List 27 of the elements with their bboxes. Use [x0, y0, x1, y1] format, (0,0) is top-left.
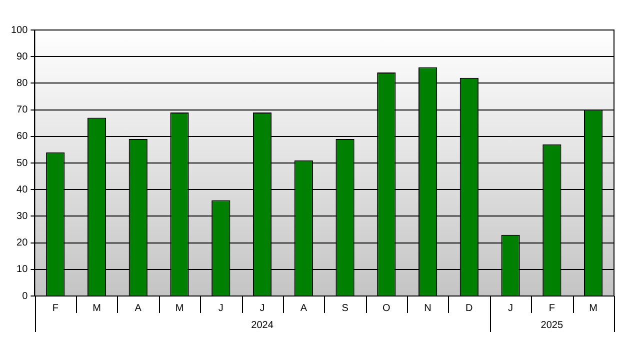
x-tick-label: O: [382, 302, 391, 314]
y-tick-label: 70: [16, 104, 28, 116]
y-tick-label: 30: [16, 210, 28, 222]
y-tick-label: 60: [16, 131, 28, 142]
x-tick-label: S: [342, 302, 349, 314]
y-tick-label: 50: [16, 158, 28, 169]
x-tick-label: M: [589, 302, 598, 314]
y-tick-label: 20: [16, 238, 28, 249]
y-tick-label: 40: [16, 184, 28, 196]
text: 2025: [540, 320, 564, 331]
y-tick-label: 80: [16, 78, 28, 89]
y-tick-label: 100: [10, 24, 28, 36]
x-tick-label: J: [260, 302, 265, 314]
x-tick-label: A: [134, 302, 142, 314]
x-tick-label: N: [424, 302, 432, 314]
y-tick-label: 0: [22, 290, 28, 302]
x-tick-label: J: [508, 302, 514, 314]
y-tick-label: 90: [16, 51, 28, 62]
x-tick-label: A: [300, 302, 308, 314]
x-tick-label: M: [175, 302, 184, 314]
x-tick-label: F: [52, 302, 58, 314]
x-tick-label: F: [548, 302, 555, 314]
y-tick-label: 10: [16, 264, 28, 276]
text: 2024: [251, 320, 274, 331]
x-tick-label: D: [466, 302, 473, 314]
x-tick-label: J: [218, 302, 224, 314]
x-tick-label: M: [92, 302, 101, 314]
